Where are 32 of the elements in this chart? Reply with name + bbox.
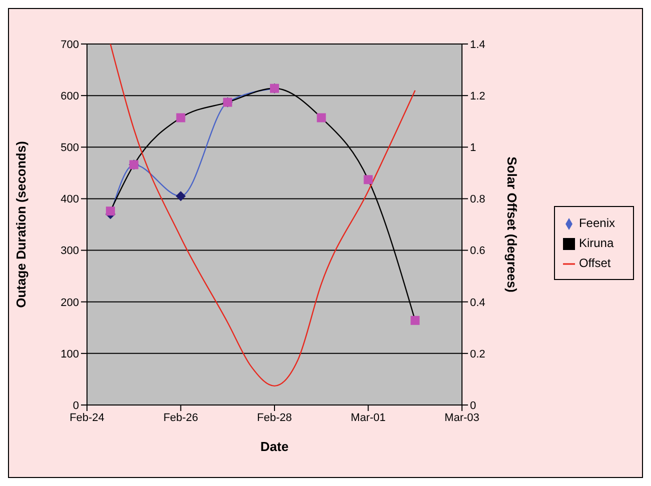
y-tick-label: 500 xyxy=(60,142,79,154)
y2-axis-title: Solar Offset (degrees) xyxy=(504,156,520,292)
y2-tick-label: 0.6 xyxy=(470,245,486,258)
y2-tick-label: 1 xyxy=(470,142,476,154)
y-tick-label: 200 xyxy=(60,296,79,309)
y-tick-label: 300 xyxy=(60,245,79,258)
y2-tick-label: 0.8 xyxy=(470,194,486,206)
point xyxy=(410,316,420,325)
x-tick-label: Mar-03 xyxy=(444,412,480,424)
y2-tick-label: 1.4 xyxy=(470,38,486,51)
point xyxy=(176,191,186,202)
point xyxy=(176,113,186,122)
x-axis-title: Date xyxy=(260,439,289,454)
x-tick-label: Feb-28 xyxy=(257,412,292,424)
y2-tick-label: 0.2 xyxy=(470,348,486,360)
legend-label: Offset xyxy=(578,256,611,270)
legend-label: Feenix xyxy=(578,216,615,230)
x-tick-label: Mar-01 xyxy=(350,412,386,424)
y2-tick-label: 1.2 xyxy=(470,90,486,102)
y-axis-title: Outage Duration (seconds) xyxy=(14,141,29,308)
y2-tick-label: 0.4 xyxy=(470,296,486,309)
x-tick-label: Feb-26 xyxy=(163,412,198,424)
point xyxy=(316,113,326,122)
y-tick-label: 400 xyxy=(60,194,79,206)
point xyxy=(364,175,373,184)
legend-label: Kiruna xyxy=(578,236,614,250)
y2-tick-label: 0 xyxy=(470,400,476,412)
y-tick-label: 700 xyxy=(60,38,79,51)
y-tick-label: 100 xyxy=(60,348,79,360)
x-tick-label: Feb-24 xyxy=(70,412,104,424)
y-tick-label: 0 xyxy=(72,400,79,412)
y-tick-label: 600 xyxy=(60,90,79,102)
